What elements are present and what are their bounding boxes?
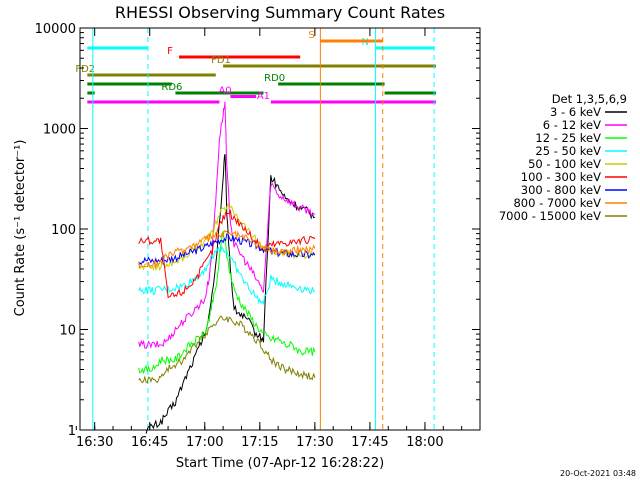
y-tick-label: 1000 xyxy=(43,123,76,138)
state-bar-label: RD0 xyxy=(264,73,285,84)
series-line-7 xyxy=(138,229,316,270)
x-axis-label: Start Time (07-Apr-12 16:28:22) xyxy=(176,456,384,471)
y-tick-label: 100 xyxy=(51,223,76,238)
x-tick-label: 16:45 xyxy=(131,435,168,450)
legend-entry-label: 7000 - 15000 keV xyxy=(499,209,601,223)
x-tick-label: 17:45 xyxy=(351,435,388,450)
y-tick-label: 1 xyxy=(68,424,76,439)
x-tick-label: 17:00 xyxy=(186,435,223,450)
series-lines xyxy=(138,101,316,434)
generation-timestamp: 20-Oct-2021 03:48 xyxy=(560,469,636,478)
series-line-3 xyxy=(138,245,316,306)
y-axis-label: Count Rate (s⁻¹ detector⁻¹) xyxy=(13,140,28,317)
y-tick-label: 10000 xyxy=(35,22,76,37)
x-tick-label: 18:00 xyxy=(406,435,443,450)
legend-entry-label: 100 - 300 keV xyxy=(521,170,601,184)
state-bar-label: F xyxy=(167,46,173,57)
chart-title: RHESSI Observing Summary Count Rates xyxy=(115,3,445,22)
state-bars: NSFFD1FD2RD0RD6A0A1 xyxy=(75,30,436,104)
vertical-markers xyxy=(92,28,435,430)
legend-entry-label: 50 - 100 keV xyxy=(528,157,601,171)
x-tick-label: 16:30 xyxy=(76,435,113,450)
series-line-0 xyxy=(145,153,315,434)
legend-entry-label: 25 - 50 keV xyxy=(535,144,601,158)
x-tick-label: 17:15 xyxy=(241,435,278,450)
state-bar-label: FD2 xyxy=(75,64,95,75)
y-tick-label: 10 xyxy=(59,324,76,339)
legend-entry-label: 3 - 6 keV xyxy=(550,105,601,119)
x-tick-label: 17:30 xyxy=(296,435,333,450)
legend-entry-label: 6 - 12 keV xyxy=(543,118,601,132)
state-bar-label: A0 xyxy=(218,86,231,97)
series-line-6 xyxy=(138,233,316,266)
legend-entry-label: 800 - 7000 keV xyxy=(513,196,601,210)
state-bar-label: A1 xyxy=(257,91,270,102)
axis-ticks: 16:30 16:45 17:00 17:15 17:30 17:45 18:00 1 10 10… xyxy=(35,22,480,450)
legend-entry-label: 300 - 800 keV xyxy=(521,183,601,197)
series-line-2 xyxy=(138,231,316,374)
series-line-8 xyxy=(138,315,316,384)
series-line-5 xyxy=(138,209,316,299)
state-bar-label: S xyxy=(308,30,314,41)
state-bar-label: FD1 xyxy=(211,55,231,66)
legend-title: Det 1,3,5,6,9 xyxy=(552,92,627,106)
state-bar-label: RD6 xyxy=(161,82,182,93)
legend-entry-label: 12 - 25 keV xyxy=(535,131,601,145)
series-line-1 xyxy=(138,101,316,349)
